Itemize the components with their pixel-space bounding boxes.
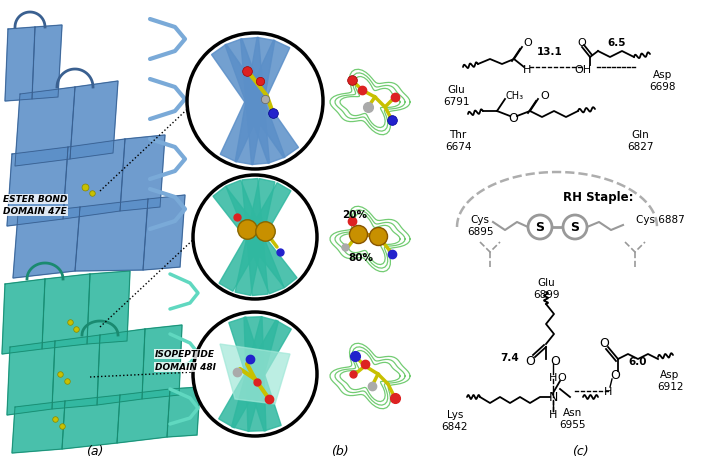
Polygon shape: [219, 183, 291, 292]
Text: Cys 6887: Cys 6887: [636, 214, 685, 225]
Polygon shape: [5, 28, 35, 102]
Text: O: O: [578, 38, 586, 48]
Polygon shape: [97, 329, 145, 405]
Text: Glu
6791: Glu 6791: [442, 85, 469, 106]
Polygon shape: [120, 136, 165, 212]
Text: ISOPEPTIDE: ISOPEPTIDE: [155, 350, 215, 359]
Text: H: H: [604, 386, 612, 396]
Polygon shape: [213, 187, 297, 288]
Text: OH: OH: [574, 65, 592, 75]
Text: 6.5: 6.5: [607, 38, 627, 48]
Text: S: S: [535, 221, 544, 234]
Polygon shape: [15, 88, 75, 167]
Text: 6.0: 6.0: [629, 356, 647, 366]
Polygon shape: [7, 148, 68, 226]
Text: 20%: 20%: [342, 210, 367, 219]
Polygon shape: [75, 200, 148, 271]
Polygon shape: [235, 179, 275, 296]
Polygon shape: [7, 341, 55, 415]
Polygon shape: [220, 344, 290, 404]
Text: Gln
6827: Gln 6827: [627, 130, 653, 151]
Polygon shape: [12, 401, 65, 453]
Text: RH Staple:: RH Staple:: [563, 191, 633, 204]
Circle shape: [193, 175, 317, 300]
Text: Cys
6895: Cys 6895: [467, 214, 493, 236]
Polygon shape: [13, 207, 80, 278]
Text: CH₃: CH₃: [506, 91, 524, 101]
Text: O: O: [525, 355, 535, 368]
Text: O: O: [599, 337, 609, 350]
Text: O: O: [610, 369, 620, 382]
Circle shape: [528, 216, 552, 239]
Text: Asn
6955: Asn 6955: [560, 407, 586, 429]
Circle shape: [193, 313, 317, 436]
Polygon shape: [232, 317, 278, 432]
Text: DOMAIN 47E: DOMAIN 47E: [3, 207, 67, 216]
Text: (a): (a): [86, 444, 103, 457]
Polygon shape: [244, 317, 266, 432]
Text: N: N: [548, 391, 558, 404]
Text: O: O: [550, 355, 560, 368]
Polygon shape: [167, 387, 200, 437]
Text: (b): (b): [331, 444, 349, 457]
Text: (c): (c): [571, 444, 588, 457]
Text: O: O: [523, 38, 532, 48]
Polygon shape: [62, 395, 120, 449]
Text: H: H: [549, 372, 557, 382]
Text: 80%: 80%: [348, 252, 373, 263]
Text: DOMAIN 48I: DOMAIN 48I: [155, 363, 216, 372]
Polygon shape: [225, 40, 285, 164]
Text: Asp
6698: Asp 6698: [650, 70, 676, 91]
Text: Glu
6899: Glu 6899: [532, 277, 559, 299]
Polygon shape: [235, 38, 275, 165]
Polygon shape: [42, 275, 90, 349]
Text: H: H: [549, 409, 557, 419]
Polygon shape: [117, 389, 170, 443]
Polygon shape: [70, 82, 118, 160]
Polygon shape: [2, 279, 45, 354]
Circle shape: [563, 216, 587, 239]
Text: 13.1: 13.1: [537, 47, 563, 57]
Polygon shape: [219, 320, 291, 428]
Text: Asp
6912: Asp 6912: [657, 369, 683, 391]
Text: 7.4: 7.4: [501, 352, 520, 362]
Circle shape: [187, 34, 323, 169]
Polygon shape: [226, 181, 284, 294]
Text: Thr
6674: Thr 6674: [445, 130, 472, 151]
Polygon shape: [220, 41, 290, 163]
Polygon shape: [52, 335, 100, 409]
Polygon shape: [143, 195, 185, 270]
Polygon shape: [212, 45, 299, 158]
Text: S: S: [571, 221, 580, 234]
Polygon shape: [242, 179, 268, 296]
Polygon shape: [241, 38, 270, 165]
Polygon shape: [229, 317, 281, 431]
Polygon shape: [142, 325, 182, 399]
Polygon shape: [32, 26, 62, 100]
Polygon shape: [87, 271, 130, 344]
Text: O: O: [540, 91, 549, 101]
Polygon shape: [63, 140, 125, 219]
Text: ESTER BOND: ESTER BOND: [3, 195, 67, 204]
Text: H: H: [523, 65, 531, 75]
Text: O: O: [558, 372, 566, 382]
Text: Lys
6842: Lys 6842: [442, 409, 468, 431]
Text: O: O: [508, 112, 518, 125]
